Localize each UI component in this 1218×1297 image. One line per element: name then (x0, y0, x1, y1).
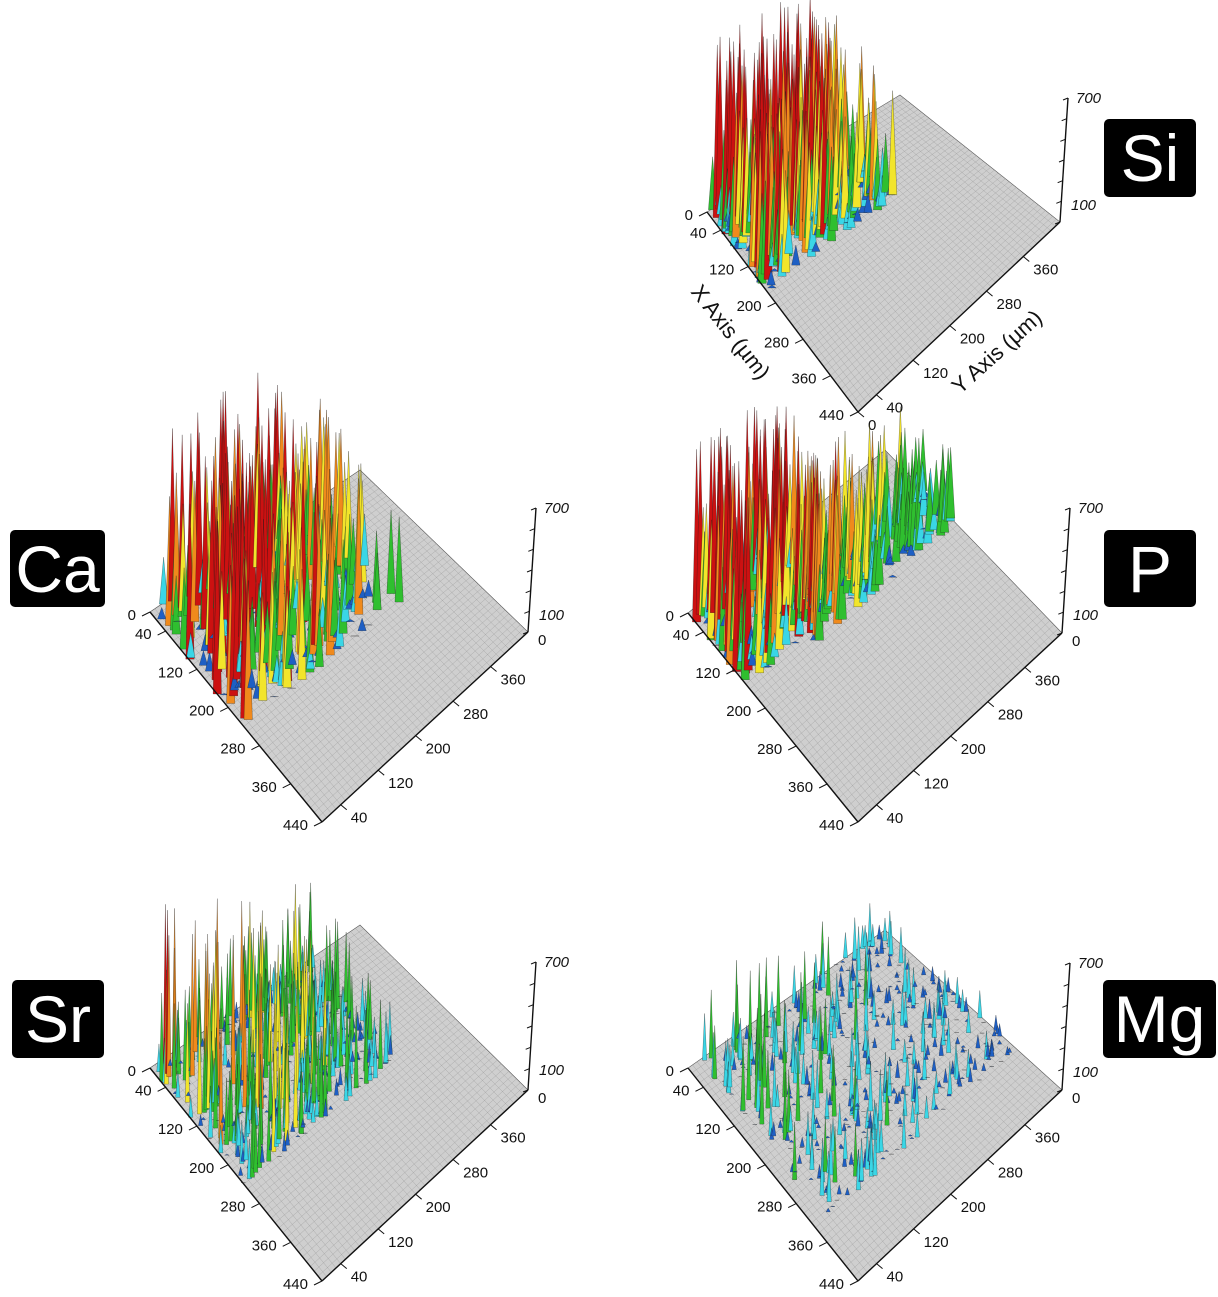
z-tick-label: 0 (538, 632, 546, 649)
y-tick-label: 40 (351, 810, 368, 827)
y-tick-label: 40 (887, 810, 904, 827)
surface-panel-mg: 0 40 120 200 280 360 440 40 120 200 280 360 0 100 700 (666, 903, 1104, 1292)
y-tick-label: 120 (923, 365, 948, 382)
y-tick-label: 360 (1035, 1130, 1060, 1147)
x-tick-label: 360 (792, 371, 817, 388)
z-tick-label: 100 (1073, 1064, 1099, 1081)
x-tick-label: 280 (757, 1199, 782, 1216)
x-tick-label: 120 (709, 262, 734, 279)
z-tick-label: 700 (544, 954, 570, 971)
z-tick-label: 0 (538, 1090, 546, 1107)
y-tick-label: 200 (960, 331, 985, 348)
y-tick-label: 280 (463, 1164, 488, 1181)
x-tick-label: 200 (189, 1160, 214, 1177)
z-tick-label: 700 (544, 500, 570, 517)
x-tick-label: 280 (764, 334, 789, 351)
y-tick-label: 280 (997, 296, 1022, 313)
x-tick-label: 200 (726, 1160, 751, 1177)
y-tick-label: 360 (1035, 672, 1060, 689)
y-tick-label: 120 (924, 775, 949, 792)
y-tick-label: 40 (887, 1269, 904, 1286)
x-tick-label: 40 (673, 1082, 690, 1099)
x-tick-label: 200 (726, 703, 751, 720)
element-label-mg: Mg (1103, 980, 1216, 1058)
element-label-si: Si (1104, 119, 1196, 197)
x-axis-title: X Axis (µm) (686, 280, 775, 384)
x-tick-label: 360 (788, 779, 813, 796)
x-tick-label: 40 (135, 1082, 152, 1099)
x-tick-label: 280 (220, 741, 245, 758)
y-tick-label: 360 (1033, 262, 1058, 279)
x-tick-label: 120 (695, 1121, 720, 1138)
z-tick-label: 100 (539, 607, 565, 624)
x-tick-label: 120 (158, 664, 183, 681)
x-tick-label: 280 (220, 1199, 245, 1216)
x-tick-label: 0 (666, 608, 674, 625)
x-tick-label: 120 (695, 665, 720, 682)
element-label-p: P (1104, 530, 1196, 607)
y-tick-label: 360 (501, 672, 526, 689)
x-tick-label: 0 (685, 207, 693, 224)
z-tick-label: 0 (1072, 1090, 1080, 1107)
z-tick-label: 0 (1072, 633, 1080, 650)
element-label-ca: Ca (10, 530, 105, 607)
z-tick-label: 700 (1078, 500, 1104, 517)
z-tick-label: 100 (1073, 607, 1099, 624)
x-tick-label: 440 (819, 407, 844, 424)
x-tick-label: 40 (673, 627, 690, 644)
x-tick-label: 40 (135, 626, 152, 643)
y-tick-label: 280 (998, 707, 1023, 724)
y-tick-label: 120 (388, 1234, 413, 1251)
y-tick-label: 120 (388, 775, 413, 792)
surface-panel-ca: 0 40 120 200 280 360 440 40 120 200 280 360 0 100 700 (128, 373, 570, 834)
y-tick-label: 360 (501, 1130, 526, 1147)
y-tick-label: 200 (961, 1199, 986, 1216)
y-tick-label: 200 (426, 1199, 451, 1216)
z-tick-label: 100 (1071, 197, 1097, 214)
element-label-sr: Sr (12, 980, 104, 1058)
z-tick-label: 100 (539, 1062, 565, 1079)
z-tick-label: 700 (1078, 955, 1104, 972)
x-tick-label: 440 (819, 817, 844, 834)
y-tick-label: 40 (351, 1269, 368, 1286)
x-tick-label: 200 (737, 298, 762, 315)
x-tick-label: 200 (189, 702, 214, 719)
y-tick-label: 200 (426, 741, 451, 758)
y-tick-label: 120 (924, 1234, 949, 1251)
y-tick-label: 280 (998, 1164, 1023, 1181)
surface-panel-sr: 0 40 120 200 280 360 440 40 120 200 280 360 0 100 700 (128, 883, 570, 1292)
y-axis-title: Y Axis (µm) (947, 305, 1047, 399)
x-tick-label: 40 (690, 225, 707, 242)
x-tick-label: 360 (252, 779, 277, 796)
x-tick-label: 360 (788, 1237, 813, 1254)
x-tick-label: 0 (128, 1063, 136, 1080)
x-tick-label: 0 (128, 607, 136, 624)
x-tick-label: 360 (252, 1237, 277, 1254)
x-tick-label: 280 (757, 741, 782, 758)
x-tick-label: 440 (819, 1276, 844, 1292)
x-tick-label: 120 (158, 1121, 183, 1138)
x-tick-label: 440 (283, 1276, 308, 1292)
surface-panel-p: 0 40 120 200 280 360 440 40 120 200 280 360 0 100 700 (666, 406, 1104, 834)
x-tick-label: 0 (666, 1063, 674, 1080)
surface-panel-si: 040120200280360440040120200280360100700X… (685, 0, 1102, 434)
y-tick-label: 280 (463, 706, 488, 723)
x-tick-label: 440 (283, 817, 308, 834)
z-tick-label: 700 (1076, 90, 1102, 107)
y-tick-label: 200 (961, 741, 986, 758)
